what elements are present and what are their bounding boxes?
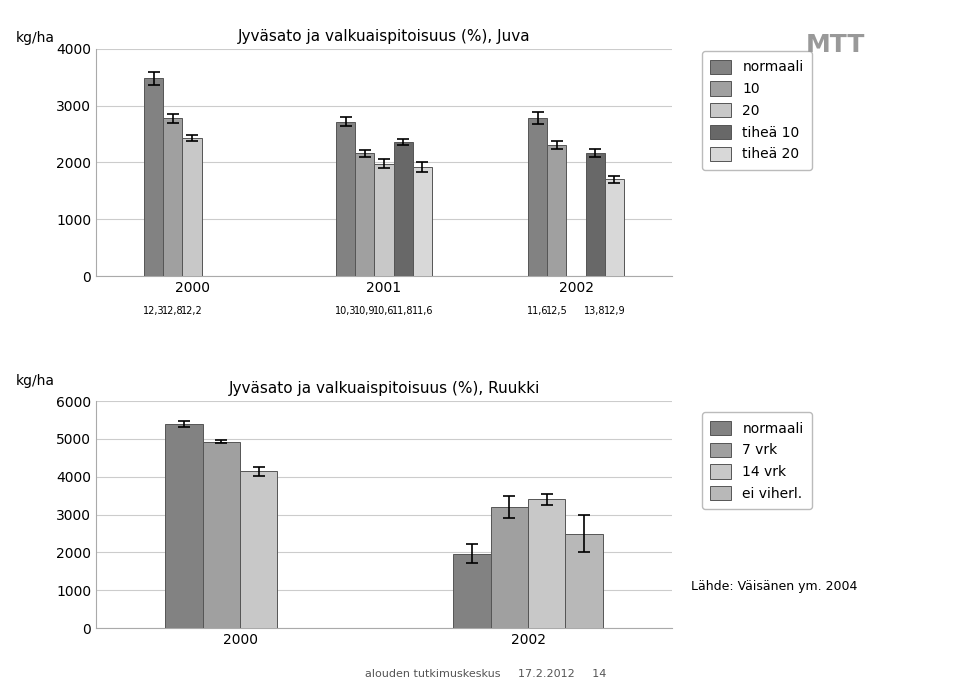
Text: 11,8: 11,8 (393, 306, 414, 315)
Text: 13,8: 13,8 (585, 306, 606, 315)
Text: alouden tutkimuskeskus     17.2.2012     14: alouden tutkimuskeskus 17.2.2012 14 (365, 669, 606, 678)
Bar (605, 179, 624, 276)
Title: Jyväsato ja valkuaispitoisuus (%), Ruukki: Jyväsato ja valkuaispitoisuus (%), Ruukk… (228, 380, 540, 396)
Text: MTT: MTT (805, 34, 865, 57)
Text: 12,9: 12,9 (604, 306, 625, 315)
Bar (565, 533, 603, 628)
Bar (528, 500, 565, 628)
Text: 10,3: 10,3 (335, 306, 356, 315)
Text: kg/ha: kg/ha (15, 373, 55, 388)
Text: 12,2: 12,2 (181, 306, 203, 315)
Bar (163, 118, 182, 276)
Title: Jyväsato ja valkuaispitoisuus (%), Juva: Jyväsato ja valkuaispitoisuus (%), Juva (238, 29, 530, 43)
Legend: normaali, 10, 20, tiheä 10, tiheä 20: normaali, 10, 20, tiheä 10, tiheä 20 (702, 51, 812, 170)
Text: 10,9: 10,9 (354, 306, 375, 315)
Text: 11,6: 11,6 (412, 306, 433, 315)
Text: 10,6: 10,6 (373, 306, 395, 315)
Bar (165, 424, 203, 628)
Text: 11,6: 11,6 (527, 306, 548, 315)
Bar (413, 167, 432, 276)
Text: 12,3: 12,3 (143, 306, 164, 315)
Legend: normaali, 7 vrk, 14 vrk, ei viherl.: normaali, 7 vrk, 14 vrk, ei viherl. (702, 413, 812, 510)
Text: 12,5: 12,5 (546, 306, 567, 315)
Bar (586, 154, 605, 276)
Bar (336, 121, 355, 276)
Bar (203, 442, 240, 628)
Text: kg/ha: kg/ha (15, 31, 55, 45)
Bar (144, 78, 163, 276)
Bar (355, 154, 374, 276)
Bar (453, 554, 491, 628)
Bar (394, 142, 413, 276)
Bar (547, 145, 566, 276)
Bar (374, 163, 394, 276)
Bar (240, 471, 277, 628)
Bar (491, 507, 528, 628)
Text: 12,8: 12,8 (162, 306, 183, 315)
Bar (182, 138, 202, 276)
Bar (528, 118, 547, 276)
Text: Lähde: Väisänen ym. 2004: Lähde: Väisänen ym. 2004 (691, 580, 857, 593)
